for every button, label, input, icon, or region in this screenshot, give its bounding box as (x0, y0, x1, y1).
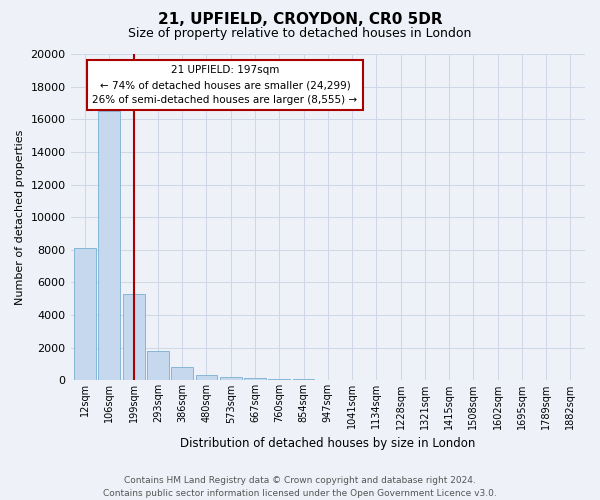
Text: 21 UPFIELD: 197sqm
← 74% of detached houses are smaller (24,299)
26% of semi-det: 21 UPFIELD: 197sqm ← 74% of detached hou… (92, 66, 358, 105)
Bar (171, 368, 193, 380)
Text: Contains HM Land Registry data © Crown copyright and database right 2024.
Contai: Contains HM Land Registry data © Crown c… (103, 476, 497, 498)
Bar (123, 294, 145, 380)
Bar (220, 377, 242, 380)
Bar (74, 248, 96, 380)
Text: 21, UPFIELD, CROYDON, CR0 5DR: 21, UPFIELD, CROYDON, CR0 5DR (158, 12, 442, 28)
Bar (244, 378, 266, 380)
Bar (293, 379, 314, 380)
Bar (196, 376, 217, 380)
Text: Size of property relative to detached houses in London: Size of property relative to detached ho… (128, 28, 472, 40)
Bar (147, 351, 169, 380)
X-axis label: Distribution of detached houses by size in London: Distribution of detached houses by size … (180, 437, 475, 450)
Bar (98, 111, 120, 380)
Y-axis label: Number of detached properties: Number of detached properties (15, 130, 25, 305)
Bar (268, 379, 290, 380)
